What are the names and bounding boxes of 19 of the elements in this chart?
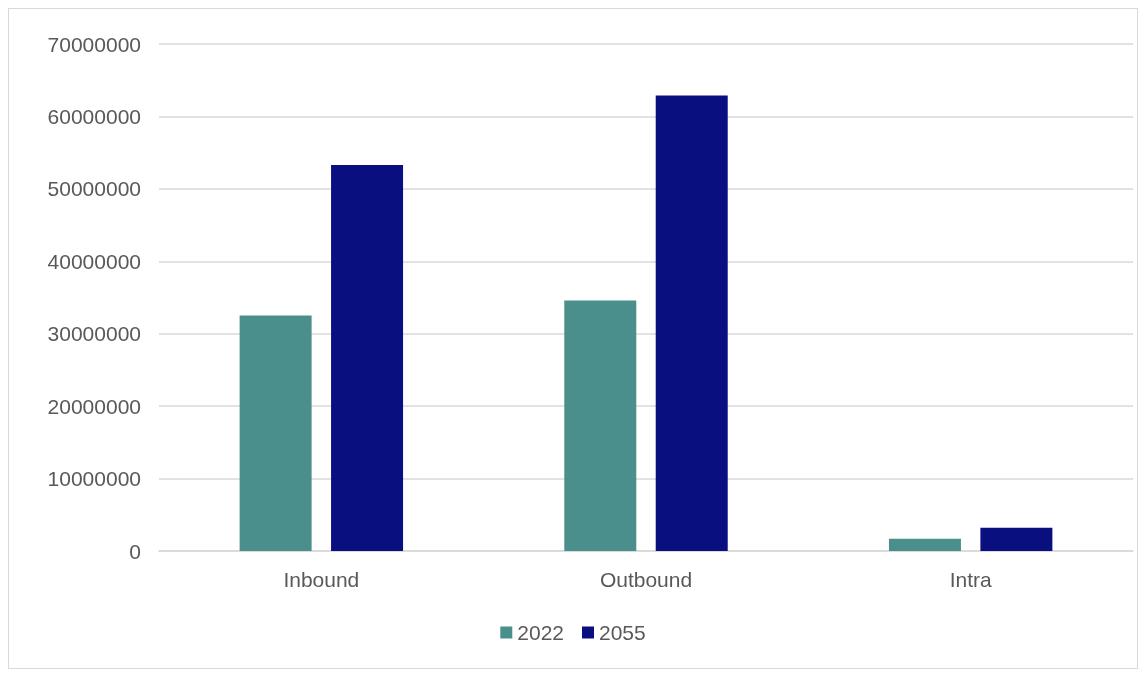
legend-label: 2055	[599, 621, 646, 644]
bar	[564, 300, 637, 551]
y-tick-label: 30000000	[47, 322, 141, 346]
x-tick-label: Intra	[949, 568, 992, 591]
y-tick-label: 40000000	[47, 249, 141, 273]
y-tick-label: 50000000	[47, 177, 141, 201]
legend-label: 2022	[517, 621, 564, 644]
bar	[331, 164, 404, 551]
y-tick-label: 0	[129, 539, 141, 563]
y-tick-label: 60000000	[47, 104, 141, 128]
y-tick-label: 10000000	[47, 467, 141, 491]
bar	[980, 527, 1053, 551]
x-tick-label: Inbound	[283, 568, 360, 591]
y-tick-label: 70000000	[47, 32, 141, 56]
x-tick-label: Outbound	[599, 568, 693, 591]
y-tick-label: 20000000	[47, 394, 141, 418]
bar	[888, 538, 961, 551]
bar	[655, 95, 728, 551]
bar	[239, 315, 312, 551]
